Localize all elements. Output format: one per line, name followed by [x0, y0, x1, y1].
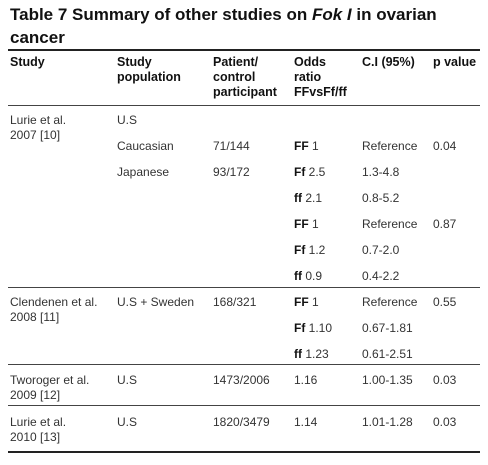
- study-name-line: Lurie et al.: [10, 415, 67, 429]
- study-name-line: Lurie et al.: [10, 113, 67, 127]
- study-name-line: 2009 [12]: [10, 388, 61, 402]
- header-population: Study population: [117, 55, 181, 84]
- study-name: Clendenen et al. 2008 [11]: [10, 295, 97, 325]
- patient-control-count: 71/144: [213, 139, 250, 153]
- confidence-interval: 1.00-1.35: [362, 373, 413, 387]
- confidence-interval: 1.01-1.28: [362, 415, 413, 429]
- header-patient: Patient/control participant: [213, 55, 277, 99]
- study-name: Tworoger et al. 2009 [12]: [10, 373, 89, 403]
- header-ci: C.I (95%): [362, 55, 415, 69]
- p-value: 0.03: [433, 415, 457, 429]
- genotype: Ff: [294, 243, 306, 257]
- confidence-interval: Reference: [362, 295, 418, 309]
- odds-ratio-value: 1: [312, 139, 319, 153]
- confidence-interval: 0.67-1.81: [362, 321, 413, 335]
- odds-ratio: FF 1: [294, 295, 319, 310]
- study-name-line: 2010 [13]: [10, 430, 61, 444]
- odds-ratio-value: 1.16: [294, 373, 318, 387]
- study-population: U.S: [117, 373, 138, 387]
- header-bottom-rule: [8, 105, 480, 106]
- odds-ratio: ff 0.9: [294, 269, 322, 284]
- odds-ratio-value: 1: [312, 217, 319, 231]
- study-name-line: Clendenen et al.: [10, 295, 98, 309]
- study-population: U.S + Sweden: [117, 295, 195, 309]
- confidence-interval: 1.3-4.8: [362, 165, 400, 179]
- study-population: U.S: [117, 113, 138, 127]
- genotype: FF: [294, 295, 309, 309]
- confidence-interval: 0.4-2.2: [362, 269, 400, 283]
- genotype: FF: [294, 217, 309, 231]
- odds-ratio-value: 2.5: [308, 165, 326, 179]
- odds-ratio: ff 2.1: [294, 191, 322, 206]
- header-study: Study: [10, 55, 45, 69]
- study-population: Caucasian: [117, 139, 174, 153]
- p-value: 0.03: [433, 373, 457, 387]
- study-population: U.S: [117, 415, 138, 429]
- odds-ratio-value: 2.1: [305, 191, 323, 205]
- confidence-interval: 0.7-2.0: [362, 243, 400, 257]
- odds-ratio: Ff 1.2: [294, 243, 325, 258]
- genotype: Ff: [294, 321, 306, 335]
- p-value: 0.55: [433, 295, 457, 309]
- genotype: ff: [294, 269, 302, 283]
- patient-control-count: 1473/2006: [213, 373, 270, 387]
- genotype: ff: [294, 347, 302, 361]
- p-value: 0.87: [433, 217, 457, 231]
- p-value: 0.04: [433, 139, 457, 153]
- study-name-line: 2008 [11]: [10, 310, 60, 324]
- header-p-value: p value: [433, 55, 477, 69]
- genotype: ff: [294, 191, 302, 205]
- odds-ratio-value: 1.10: [308, 321, 333, 335]
- confidence-interval: Reference: [362, 139, 418, 153]
- odds-ratio: 1.16: [294, 373, 317, 388]
- table-bottom-rule: [8, 451, 480, 453]
- odds-ratio-value: 1.14: [294, 415, 318, 429]
- genotype: Ff: [294, 165, 306, 179]
- odds-ratio-value: 1.2: [308, 243, 326, 257]
- study-name: Lurie et al. 2007 [10]: [10, 113, 66, 143]
- divider-before-clendenen: [8, 287, 480, 288]
- header-top-rule: [8, 49, 480, 51]
- study-name-line: Tworoger et al.: [10, 373, 90, 387]
- genotype: FF: [294, 139, 309, 153]
- divider-before-lurie-2010: [8, 405, 480, 406]
- study-name: Lurie et al. 2010 [13]: [10, 415, 66, 445]
- confidence-interval: Reference: [362, 217, 418, 231]
- patient-control-count: 1820/3479: [213, 415, 270, 429]
- confidence-interval: 0.61-2.51: [362, 347, 413, 361]
- table-title: Table 7 Summary of other studies on Fok …: [10, 5, 437, 47]
- confidence-interval: 0.8-5.2: [362, 191, 400, 205]
- odds-ratio: Ff 1.10: [294, 321, 332, 336]
- odds-ratio: Ff 2.5: [294, 165, 325, 180]
- odds-ratio: FF 1: [294, 217, 319, 232]
- odds-ratio-value: 1.23: [305, 347, 329, 361]
- header-odds-ratio: Odds ratio FFvsFf/ff: [294, 55, 347, 99]
- odds-ratio-value: 1: [312, 295, 319, 309]
- patient-control-count: 93/172: [213, 165, 250, 179]
- odds-ratio-value: 0.9: [305, 269, 323, 283]
- odds-ratio: ff 1.23: [294, 347, 329, 362]
- divider-before-tworoger: [8, 364, 480, 365]
- patient-control-count: 168/321: [213, 295, 257, 309]
- odds-ratio: FF 1: [294, 139, 319, 154]
- study-name-line: 2007 [10]: [10, 128, 61, 142]
- odds-ratio: 1.14: [294, 415, 317, 430]
- study-population: Japanese: [117, 165, 170, 179]
